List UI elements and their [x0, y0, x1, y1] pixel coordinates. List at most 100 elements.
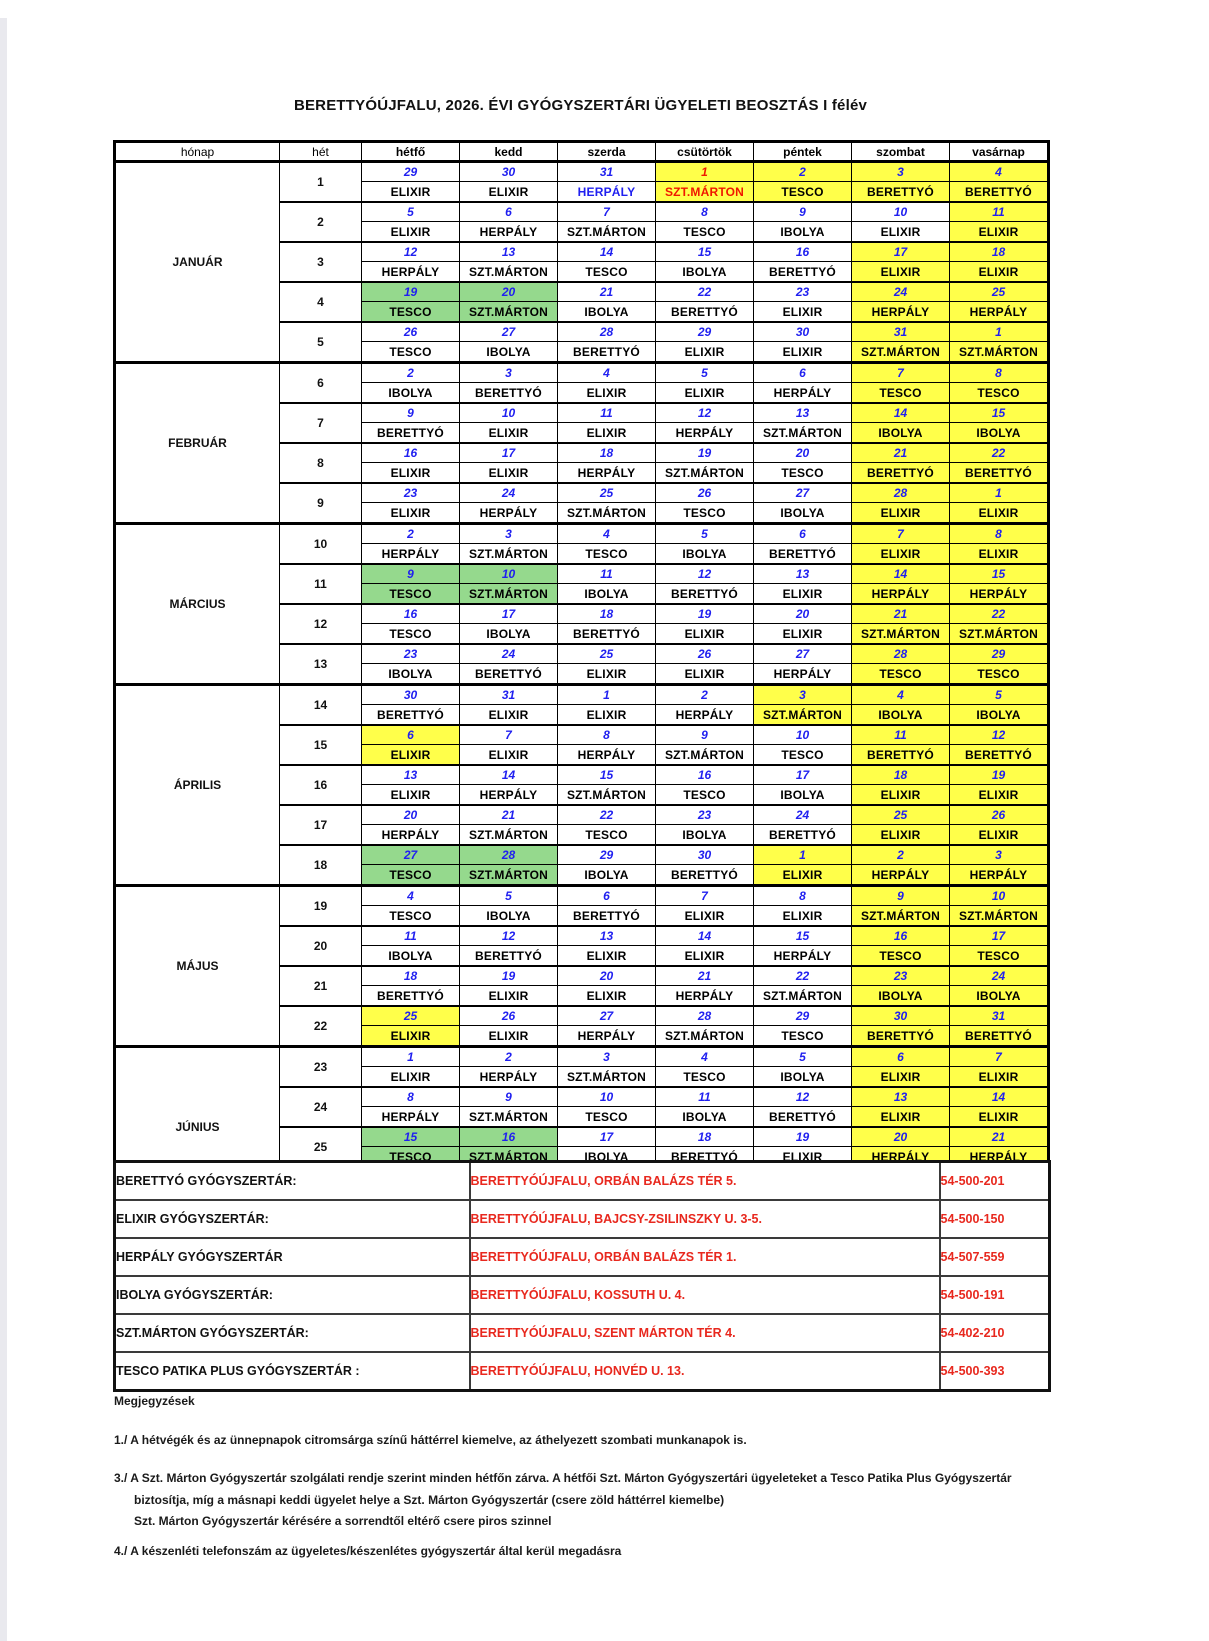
pharmacy-row: ELIXIR ELIXIR HERPÁLY SZT.MÁRTON TESCO BERETT… — [115, 181, 1049, 203]
date-cell: 25 — [557, 482, 656, 503]
date-cell: 15 — [753, 925, 852, 946]
date-cell: 1 — [557, 683, 656, 705]
pharmacy-cell: IBOLYA — [557, 864, 656, 886]
pharmacy-name-cell: HERPÁLY GYÓGYSZERTÁR — [113, 1237, 471, 1277]
date-cell: 8 — [655, 201, 754, 222]
date-cell: 24 — [459, 482, 558, 503]
pharmacy-cell: TESCO — [361, 905, 460, 927]
date-cell: 20 — [851, 1126, 950, 1147]
date-cell: 16 — [655, 764, 754, 785]
date-cell: 17 — [851, 241, 950, 262]
date-cell: 8 — [949, 522, 1049, 544]
pharmacy-cell: HERPÁLY — [361, 261, 460, 283]
date-cell: 18 — [851, 764, 950, 785]
date-cell: 23 — [361, 482, 460, 503]
date-cell: 31 — [851, 321, 950, 342]
date-cell: 3 — [851, 160, 950, 182]
pharmacy-cell: SZT.MÁRTON — [459, 301, 558, 323]
date-cell: 12 — [655, 563, 754, 584]
date-row: 5 26 27 28 29 30 31 1 — [115, 321, 1049, 363]
date-cell: 7 — [557, 201, 656, 222]
date-cell: 24 — [459, 643, 558, 664]
date-cell: 26 — [459, 1005, 558, 1026]
header-cell: szombat — [851, 141, 950, 163]
pharmacy-cell: ELIXIR — [459, 422, 558, 444]
date-cell: 14 — [557, 241, 656, 262]
pharmacy-cell: BERETTYÓ — [655, 301, 754, 323]
header-cell: csütörtök — [655, 141, 754, 163]
date-cell: 14 — [851, 563, 950, 584]
pharmacy-cell: TESCO — [753, 1025, 852, 1047]
pharmacy-row: TESCO SZT.MÁRTON IBOLYA BERETTYÓ ELIXIR HERPÁ… — [115, 864, 1049, 886]
pharmacy-cell: ELIXIR — [753, 341, 852, 363]
pharmacy-phone-cell: 54-500-191 — [938, 1275, 1051, 1315]
date-cell: 14 — [949, 1086, 1049, 1107]
pharmacy-cell: TESCO — [655, 784, 754, 806]
pharmacy-cell: BERETTYÓ — [851, 181, 950, 203]
date-cell: 1 — [655, 160, 754, 182]
pharmacy-cell: ELIXIR — [753, 623, 852, 645]
date-cell: 19 — [655, 603, 754, 624]
week-number-cell: 7 — [279, 402, 362, 444]
date-cell: 22 — [753, 965, 852, 986]
date-cell: 12 — [361, 241, 460, 262]
date-cell: 9 — [459, 1086, 558, 1107]
week-number-cell: 20 — [279, 925, 362, 967]
pharmacy-cell: IBOLYA — [753, 221, 852, 243]
date-cell: 10 — [949, 884, 1049, 906]
pharmacy-row: ELIXIR HERPÁLY SZT.MÁRTON TESCO IBOLYA ELIXIR… — [115, 502, 1049, 524]
pharmacy-cell: HERPÁLY — [851, 583, 950, 605]
pharmacy-cell: TESCO — [949, 382, 1049, 404]
date-cell: 8 — [753, 884, 852, 906]
pharmacy-cell: BERETTYÓ — [753, 1106, 852, 1128]
week-number-cell: 13 — [279, 643, 362, 685]
date-cell: 22 — [557, 804, 656, 825]
pharmacy-cell: ELIXIR — [459, 462, 558, 484]
month-cell: FEBRUÁR — [114, 361, 280, 524]
pharmacy-address-cell: BERETTYÓÚJFALU, HONVÉD U. 13. — [468, 1351, 941, 1392]
date-cell: 30 — [361, 683, 460, 705]
pharmacy-address-cell: BERETTYÓÚJFALU, ORBÁN BALÁZS TÉR 1. — [468, 1237, 941, 1277]
directory-row: BERETTYÓ GYÓGYSZERTÁR: BERETTYÓÚJFALU, OR… — [113, 1160, 1051, 1201]
date-cell: 21 — [851, 603, 950, 624]
pharmacy-cell: IBOLYA — [557, 583, 656, 605]
date-cell: 9 — [655, 724, 754, 745]
date-cell: 6 — [459, 201, 558, 222]
pharmacy-name-cell: SZT.MÁRTON GYÓGYSZERTÁR: — [113, 1313, 471, 1353]
pharmacy-cell: HERPÁLY — [557, 744, 656, 766]
pharmacy-cell: ELIXIR — [655, 341, 754, 363]
pharmacy-cell: ELIXIR — [949, 261, 1049, 283]
date-cell: 15 — [655, 241, 754, 262]
date-cell: 28 — [655, 1005, 754, 1026]
pharmacy-cell: SZT.MÁRTON — [557, 1066, 656, 1088]
pharmacy-cell: ELIXIR — [361, 784, 460, 806]
header-cell: péntek — [753, 141, 852, 163]
date-cell: 4 — [949, 160, 1049, 182]
pharmacy-cell: SZT.MÁRTON — [851, 623, 950, 645]
date-row: ÁPRILIS 14 30 31 1 2 3 4 5 — [114, 683, 1049, 886]
date-cell: 30 — [753, 321, 852, 342]
pharmacy-cell: HERPÁLY — [459, 502, 558, 524]
pharmacy-cell: ELIXIR — [949, 543, 1049, 565]
pharmacy-cell: ELIXIR — [949, 824, 1049, 846]
scan-edge-artifact — [0, 18, 7, 1641]
date-row: MÁRCIUS 10 2 3 4 5 6 7 8 — [114, 522, 1049, 685]
date-cell: 14 — [459, 764, 558, 785]
pharmacy-cell: HERPÁLY — [655, 422, 754, 444]
pharmacy-cell: BERETTYÓ — [361, 704, 460, 726]
pharmacy-cell: IBOLYA — [949, 985, 1049, 1007]
pharmacy-cell: SZT.MÁRTON — [459, 824, 558, 846]
date-cell: 3 — [459, 361, 558, 383]
note-line: biztosítja, míg a másnapi keddi ügyelet … — [134, 1493, 725, 1507]
date-cell: 28 — [459, 844, 558, 865]
pharmacy-cell: SZT.MÁRTON — [655, 462, 754, 484]
date-cell: 10 — [753, 724, 852, 745]
date-cell: 13 — [361, 764, 460, 785]
pharmacy-cell: IBOLYA — [753, 784, 852, 806]
date-row: 18 27 28 29 30 1 2 3 — [115, 844, 1049, 886]
date-cell: 9 — [361, 563, 460, 584]
pharmacy-cell: HERPÁLY — [851, 301, 950, 323]
pharmacy-cell: BERETTYÓ — [949, 1025, 1049, 1047]
date-cell: 25 — [851, 804, 950, 825]
pharmacy-cell: ELIXIR — [361, 502, 460, 524]
